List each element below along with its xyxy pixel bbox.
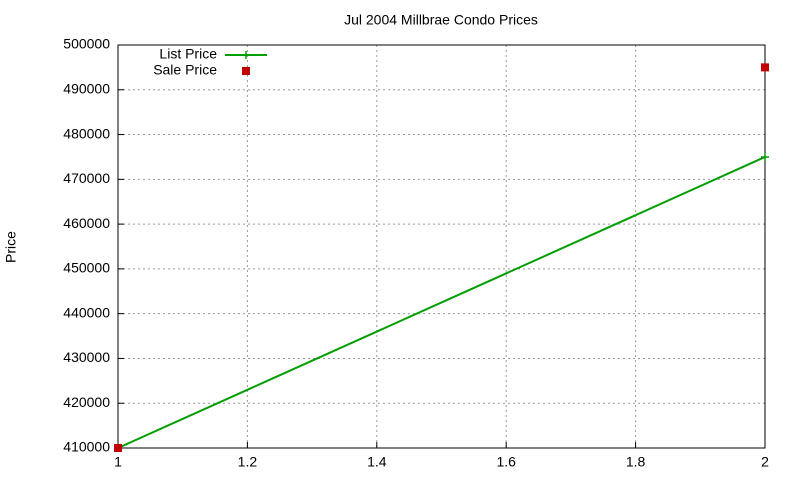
y-axis-label: Price — [3, 231, 19, 263]
y-tick-label: 500000 — [63, 36, 110, 52]
x-tick-label: 1 — [114, 454, 122, 470]
point-marker — [114, 444, 122, 452]
y-tick-label: 430000 — [63, 349, 110, 365]
x-tick-label: 1.8 — [626, 454, 646, 470]
x-tick-label: 2 — [761, 454, 769, 470]
legend-label: List Price — [159, 46, 217, 62]
legend-marker — [242, 51, 250, 59]
x-tick-label: 1.2 — [238, 454, 258, 470]
y-tick-label: 410000 — [63, 439, 110, 455]
series-line — [117, 156, 766, 449]
point-marker — [761, 152, 769, 161]
plot-border — [117, 44, 766, 449]
y-tick-label: 470000 — [63, 170, 110, 186]
y-tick-label: 450000 — [63, 260, 110, 276]
legend-label: Sale Price — [153, 62, 217, 78]
legend-marker — [242, 67, 250, 75]
y-tick-label: 490000 — [63, 80, 110, 96]
y-tick-label: 460000 — [63, 215, 110, 231]
x-tick-label: 1.4 — [367, 454, 387, 470]
chart-title: Jul 2004 Millbrae Condo Prices — [344, 12, 538, 28]
y-tick-label: 420000 — [63, 394, 110, 410]
y-tick-label: 440000 — [63, 304, 110, 320]
y-tick-label: 480000 — [63, 125, 110, 141]
x-tick-label: 1.6 — [496, 454, 516, 470]
point-marker — [761, 63, 769, 72]
